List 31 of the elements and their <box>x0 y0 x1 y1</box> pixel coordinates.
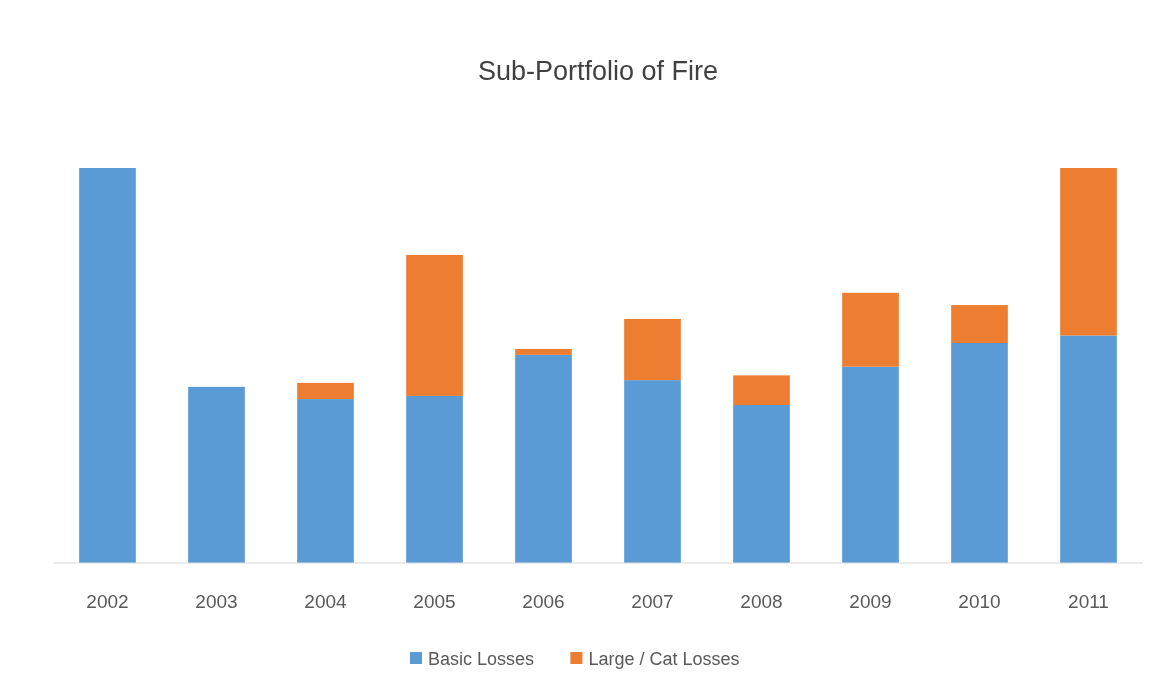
x-tick-label: 2011 <box>1068 591 1109 612</box>
bar <box>79 168 136 563</box>
x-tick-label: 2002 <box>86 591 129 612</box>
bar <box>297 399 354 563</box>
bar <box>406 395 463 563</box>
x-tick-label: 2006 <box>522 591 565 612</box>
bar <box>842 366 899 563</box>
chart-title: Sub-Portfolio of Fire <box>477 56 719 86</box>
bar <box>515 354 572 563</box>
bar <box>515 348 572 355</box>
bar <box>1060 168 1117 336</box>
x-tick-label: 2003 <box>195 591 238 612</box>
x-tick-label: 2007 <box>631 591 674 612</box>
bar <box>406 254 463 396</box>
x-tick-label: 2009 <box>849 591 892 612</box>
bar <box>951 342 1008 563</box>
x-tick-label: 2005 <box>413 591 456 612</box>
bar <box>297 382 354 400</box>
x-tick-label: 2008 <box>740 591 783 612</box>
bar <box>624 318 681 381</box>
legend-label: Large / Cat Losses <box>588 649 740 669</box>
bar <box>188 386 245 563</box>
x-tick-label: 2004 <box>304 591 348 612</box>
x-tick-label: 2010 <box>958 591 1001 612</box>
bar <box>1060 335 1117 563</box>
bar <box>951 305 1008 343</box>
bar <box>733 375 790 405</box>
legend-label: Basic Losses <box>428 649 535 669</box>
bar <box>842 292 899 367</box>
bar <box>624 380 681 563</box>
bar <box>733 405 790 563</box>
